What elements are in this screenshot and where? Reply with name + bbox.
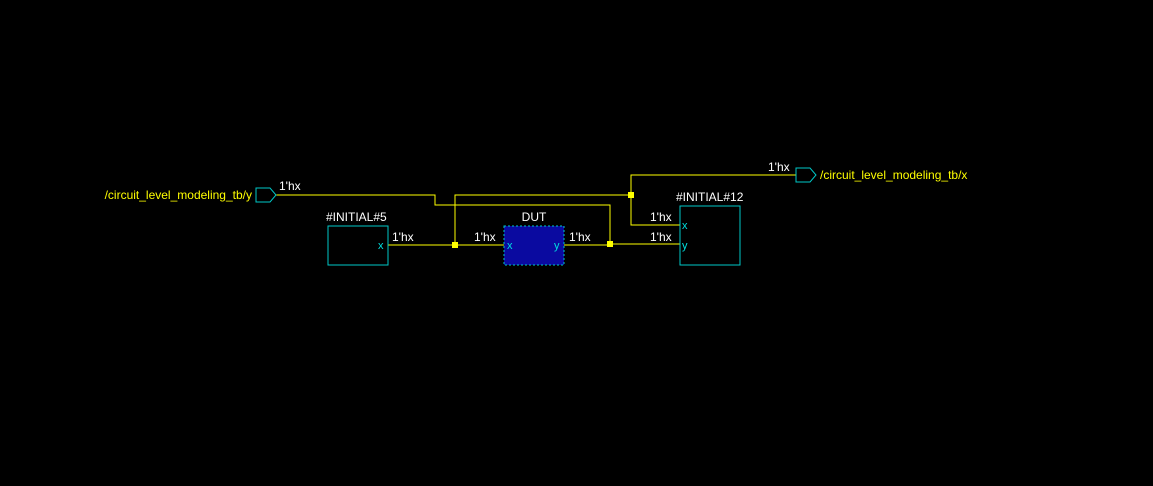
initial12-x-value: 1'hx (650, 210, 672, 224)
block-initial12-port-y: y (682, 240, 688, 252)
block-initial12-title: #INITIAL#12 (676, 190, 744, 204)
output-signal-x-value: 1'hx (768, 160, 790, 174)
block-dut-title: DUT (522, 210, 547, 224)
junction-dot (628, 192, 634, 198)
output-port-x-icon[interactable] (795, 167, 817, 183)
block-initial5[interactable]: #INITIAL#5 x (326, 210, 389, 266)
block-initial5-port-x: x (378, 240, 384, 252)
wire-x-branch-up[interactable] (454, 194, 631, 245)
block-initial12-port-x: x (682, 220, 688, 232)
output-signal-x-name: /circuit_level_modeling_tb/x (820, 168, 967, 182)
wire-x-to-initial12[interactable] (630, 195, 680, 226)
block-initial12[interactable]: #INITIAL#12 x y (676, 190, 744, 266)
initial12-y-value: 1'hx (650, 230, 672, 244)
input-signal-y-value: 1'hx (279, 179, 301, 193)
block-dut-port-y: y (554, 240, 560, 252)
block-dut-port-x: x (507, 240, 513, 252)
wires (276, 174, 796, 246)
junction-dot (607, 241, 613, 247)
junction-dot (452, 242, 458, 248)
block-dut[interactable]: DUT x y (503, 210, 565, 266)
initial5-out-value: 1'hx (392, 230, 414, 244)
block-initial5-title: #INITIAL#5 (326, 210, 387, 224)
input-port-y-icon[interactable] (255, 187, 277, 203)
input-signal-y-name: /circuit_level_modeling_tb/y (105, 188, 252, 202)
dut-out-value: 1'hx (569, 230, 591, 244)
dut-in-value: 1'hx (474, 230, 496, 244)
wire-y-net[interactable] (276, 194, 680, 245)
